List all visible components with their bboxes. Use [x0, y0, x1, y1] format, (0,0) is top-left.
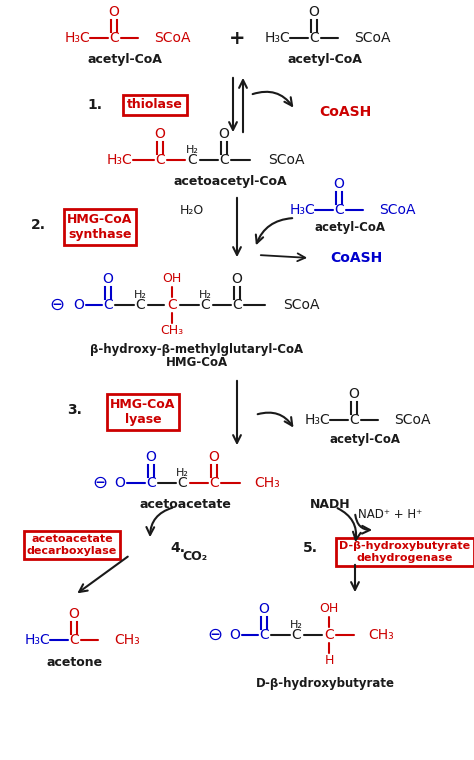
Text: H₂: H₂: [290, 620, 302, 630]
Text: H₂: H₂: [134, 290, 146, 300]
Text: β-hydroxy-β-methylglutaryl-CoA: β-hydroxy-β-methylglutaryl-CoA: [91, 343, 303, 356]
Text: H₂: H₂: [199, 290, 211, 300]
Text: C: C: [155, 153, 165, 167]
Text: O: O: [258, 602, 269, 616]
Text: H: H: [324, 654, 334, 667]
Text: C: C: [324, 628, 334, 642]
Text: H₂: H₂: [185, 145, 199, 155]
Text: H₃C: H₃C: [65, 31, 91, 45]
Text: C: C: [146, 476, 156, 490]
Text: acetyl-CoA: acetyl-CoA: [288, 53, 363, 67]
Text: H₃C: H₃C: [305, 413, 331, 427]
Text: 5.: 5.: [302, 541, 318, 555]
Text: acetoacetyl-CoA: acetoacetyl-CoA: [173, 176, 287, 188]
Text: C: C: [309, 31, 319, 45]
Text: NADH: NADH: [310, 499, 350, 511]
Text: OH: OH: [163, 273, 182, 286]
Text: C: C: [291, 628, 301, 642]
Text: O: O: [102, 272, 113, 286]
Text: O: O: [109, 5, 119, 19]
Text: O: O: [69, 607, 80, 621]
Text: 1.: 1.: [88, 98, 102, 112]
Text: SCoA: SCoA: [268, 153, 304, 167]
Text: D-β-hydroxybutyrate: D-β-hydroxybutyrate: [255, 676, 394, 689]
Text: H₂O: H₂O: [180, 204, 204, 217]
Text: H₂: H₂: [175, 468, 189, 478]
Text: O: O: [229, 628, 240, 642]
Text: D-β-hydroxybutyrate
dehydrogenase: D-β-hydroxybutyrate dehydrogenase: [339, 541, 471, 563]
Text: HMG-CoA
synthase: HMG-CoA synthase: [67, 213, 133, 241]
Text: C: C: [135, 298, 145, 312]
Text: O: O: [155, 127, 165, 141]
Text: SCoA: SCoA: [394, 413, 430, 427]
Text: C: C: [334, 203, 344, 217]
Text: +: +: [229, 28, 245, 47]
Text: OH: OH: [319, 603, 338, 616]
Text: H₃C: H₃C: [290, 203, 316, 217]
Text: C: C: [200, 298, 210, 312]
Text: 4.: 4.: [171, 541, 185, 555]
Text: C: C: [69, 633, 79, 647]
Text: C: C: [177, 476, 187, 490]
Text: acetyl-CoA: acetyl-CoA: [315, 221, 385, 235]
Text: H₃C: H₃C: [25, 633, 51, 647]
Text: NAD⁺ + H⁺: NAD⁺ + H⁺: [358, 508, 422, 521]
Text: C: C: [349, 413, 359, 427]
Text: O: O: [209, 450, 219, 464]
Text: O: O: [146, 450, 156, 464]
Text: O: O: [219, 127, 229, 141]
Text: CO₂: CO₂: [182, 550, 208, 563]
Text: C: C: [209, 476, 219, 490]
Text: CH₃: CH₃: [114, 633, 140, 647]
Text: acetyl-CoA: acetyl-CoA: [329, 433, 401, 447]
Text: H₃C: H₃C: [107, 153, 133, 167]
Text: acetyl-CoA: acetyl-CoA: [88, 53, 163, 67]
Text: SCoA: SCoA: [379, 203, 416, 217]
Text: 2.: 2.: [30, 218, 46, 232]
Text: O: O: [348, 387, 359, 401]
Text: SCoA: SCoA: [154, 31, 191, 45]
Text: C: C: [103, 298, 113, 312]
Text: HMG-CoA
lyase: HMG-CoA lyase: [110, 398, 176, 426]
Text: CH₃: CH₃: [254, 476, 280, 490]
Text: SCoA: SCoA: [283, 298, 319, 312]
Text: 3.: 3.: [68, 403, 82, 417]
Text: C: C: [219, 153, 229, 167]
Text: HMG-CoA: HMG-CoA: [166, 356, 228, 369]
Text: C: C: [259, 628, 269, 642]
Text: C: C: [232, 298, 242, 312]
Text: C: C: [187, 153, 197, 167]
Text: CH₃: CH₃: [160, 325, 183, 337]
Text: O: O: [232, 272, 242, 286]
Text: H₃C: H₃C: [265, 31, 291, 45]
Text: CoASH: CoASH: [319, 105, 371, 119]
Text: O: O: [73, 298, 84, 312]
Text: acetoacetate
decarboxylase: acetoacetate decarboxylase: [27, 534, 117, 556]
Text: ⊖: ⊖: [92, 474, 108, 492]
Text: ⊖: ⊖: [49, 296, 64, 314]
Text: SCoA: SCoA: [354, 31, 391, 45]
Text: CoASH: CoASH: [330, 251, 382, 265]
Text: O: O: [334, 177, 345, 191]
Text: O: O: [115, 476, 126, 490]
Text: ⊖: ⊖: [208, 626, 223, 644]
Text: CH₃: CH₃: [368, 628, 394, 642]
Text: C: C: [109, 31, 119, 45]
Text: thiolase: thiolase: [127, 99, 183, 112]
Text: O: O: [309, 5, 319, 19]
Text: C: C: [167, 298, 177, 312]
Text: acetone: acetone: [47, 655, 103, 669]
Text: acetoacetate: acetoacetate: [139, 499, 231, 511]
